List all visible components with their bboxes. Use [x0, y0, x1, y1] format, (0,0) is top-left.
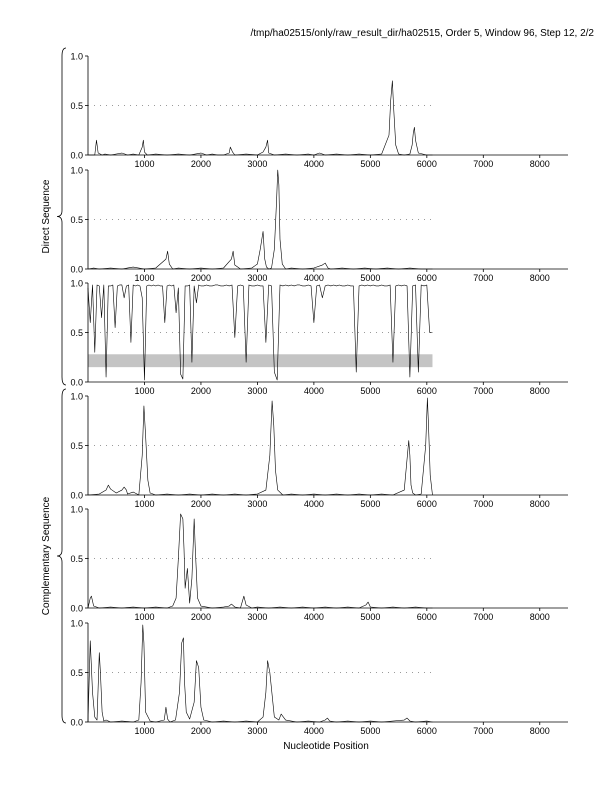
x-tick-label: 8000	[530, 612, 550, 622]
x-tick-label: 3000	[247, 159, 267, 169]
y-tick-label: 0.0	[70, 491, 83, 501]
x-tick-label: 4000	[304, 726, 324, 736]
x-tick-label: 6000	[417, 612, 437, 622]
panels: 0.0 0.5 1.0 1000 2000 3000 4000 5000 6000 7000 800…	[70, 52, 568, 737]
panel-complementary-frame-3: 0.0 0.5 1.0 1000 2000 3000 4000 5000 6000 7000 800…	[70, 619, 568, 737]
x-tick-label: 2000	[191, 726, 211, 736]
x-tick-label: 5000	[360, 726, 380, 736]
series-line	[88, 514, 432, 608]
x-tick-label: 7000	[473, 386, 493, 396]
y-tick-label: 1.0	[70, 505, 83, 515]
y-tick-label: 1.0	[70, 52, 83, 62]
direct-sequence-bracket	[57, 48, 66, 385]
y-tick-label: 0.5	[70, 328, 83, 338]
x-tick-label: 7000	[473, 499, 493, 509]
x-tick-label: 4000	[304, 612, 324, 622]
x-tick-label: 6000	[417, 726, 437, 736]
series-line	[88, 170, 432, 269]
y-tick-label: 0.0	[70, 604, 83, 614]
x-tick-label: 8000	[530, 273, 550, 283]
x-tick-label: 1000	[134, 273, 154, 283]
y-tick-label: 0.5	[70, 215, 83, 225]
x-tick-label: 2000	[191, 273, 211, 283]
y-tick-label: 1.0	[70, 392, 83, 402]
x-tick-label: 5000	[360, 386, 380, 396]
x-tick-label: 4000	[304, 159, 324, 169]
x-tick-label: 1000	[134, 726, 154, 736]
series-line	[88, 81, 432, 155]
group-brackets: Direct Sequence Complementary Sequence	[41, 48, 66, 723]
y-tick-label: 0.5	[70, 668, 83, 678]
panel-direct-frame-3: 0.0 0.5 1.0 1000 2000 3000 4000 5000 6000 7000 800…	[70, 279, 568, 397]
x-tick-label: 2000	[191, 499, 211, 509]
panel-direct-frame-1: 0.0 0.5 1.0 1000 2000 3000 4000 5000 6000 7000 800…	[70, 52, 568, 170]
x-axis-label: Nucleotide Position	[283, 741, 369, 752]
y-tick-label: 0.0	[70, 378, 83, 388]
panel-direct-frame-2: 0.0 0.5 1.0 1000 2000 3000 4000 5000 6000 7000 800…	[70, 166, 568, 284]
x-tick-label: 8000	[530, 499, 550, 509]
y-tick-label: 0.5	[70, 441, 83, 451]
x-tick-label: 2000	[191, 386, 211, 396]
x-tick-label: 1000	[134, 386, 154, 396]
x-tick-label: 6000	[417, 273, 437, 283]
x-tick-label: 5000	[360, 612, 380, 622]
y-tick-label: 0.0	[70, 151, 83, 161]
series-line	[88, 398, 432, 495]
x-tick-label: 1000	[134, 499, 154, 509]
x-tick-label: 5000	[360, 499, 380, 509]
x-tick-label: 8000	[530, 159, 550, 169]
y-tick-label: 1.0	[70, 166, 83, 176]
x-tick-label: 6000	[417, 386, 437, 396]
series-line	[88, 625, 432, 722]
x-tick-label: 6000	[417, 499, 437, 509]
x-tick-label: 3000	[247, 386, 267, 396]
x-tick-label: 1000	[134, 159, 154, 169]
x-tick-label: 7000	[473, 159, 493, 169]
x-tick-label: 8000	[530, 386, 550, 396]
x-tick-label: 7000	[473, 273, 493, 283]
y-tick-label: 0.0	[70, 265, 83, 275]
x-tick-label: 4000	[304, 273, 324, 283]
highlight-band	[88, 354, 432, 367]
complementary-sequence-label: Complementary Sequence	[41, 496, 52, 615]
panel-complementary-frame-1: 0.0 0.5 1.0 1000 2000 3000 4000 5000 6000 7000 800…	[70, 392, 568, 510]
x-tick-label: 2000	[191, 159, 211, 169]
x-tick-label: 5000	[360, 273, 380, 283]
x-tick-label: 7000	[473, 726, 493, 736]
x-tick-label: 7000	[473, 612, 493, 622]
x-tick-label: 4000	[304, 499, 324, 509]
panel-complementary-frame-2: 0.0 0.5 1.0 1000 2000 3000 4000 5000 6000 7000 800…	[70, 505, 568, 623]
x-tick-label: 6000	[417, 159, 437, 169]
direct-sequence-label: Direct Sequence	[41, 179, 52, 253]
y-tick-label: 0.5	[70, 554, 83, 564]
x-tick-label: 3000	[247, 273, 267, 283]
y-tick-label: 1.0	[70, 619, 83, 629]
x-tick-label: 8000	[530, 726, 550, 736]
x-tick-label: 3000	[247, 499, 267, 509]
y-tick-label: 0.0	[70, 718, 83, 728]
y-tick-label: 0.5	[70, 101, 83, 111]
x-tick-label: 5000	[360, 159, 380, 169]
x-tick-label: 2000	[191, 612, 211, 622]
figure-title: /tmp/ha02515/only/raw_result_dir/ha02515…	[250, 28, 594, 39]
y-tick-label: 1.0	[70, 279, 83, 289]
x-tick-label: 3000	[247, 726, 267, 736]
complementary-sequence-bracket	[57, 389, 66, 723]
x-tick-label: 3000	[247, 612, 267, 622]
x-tick-label: 1000	[134, 612, 154, 622]
x-tick-label: 4000	[304, 386, 324, 396]
